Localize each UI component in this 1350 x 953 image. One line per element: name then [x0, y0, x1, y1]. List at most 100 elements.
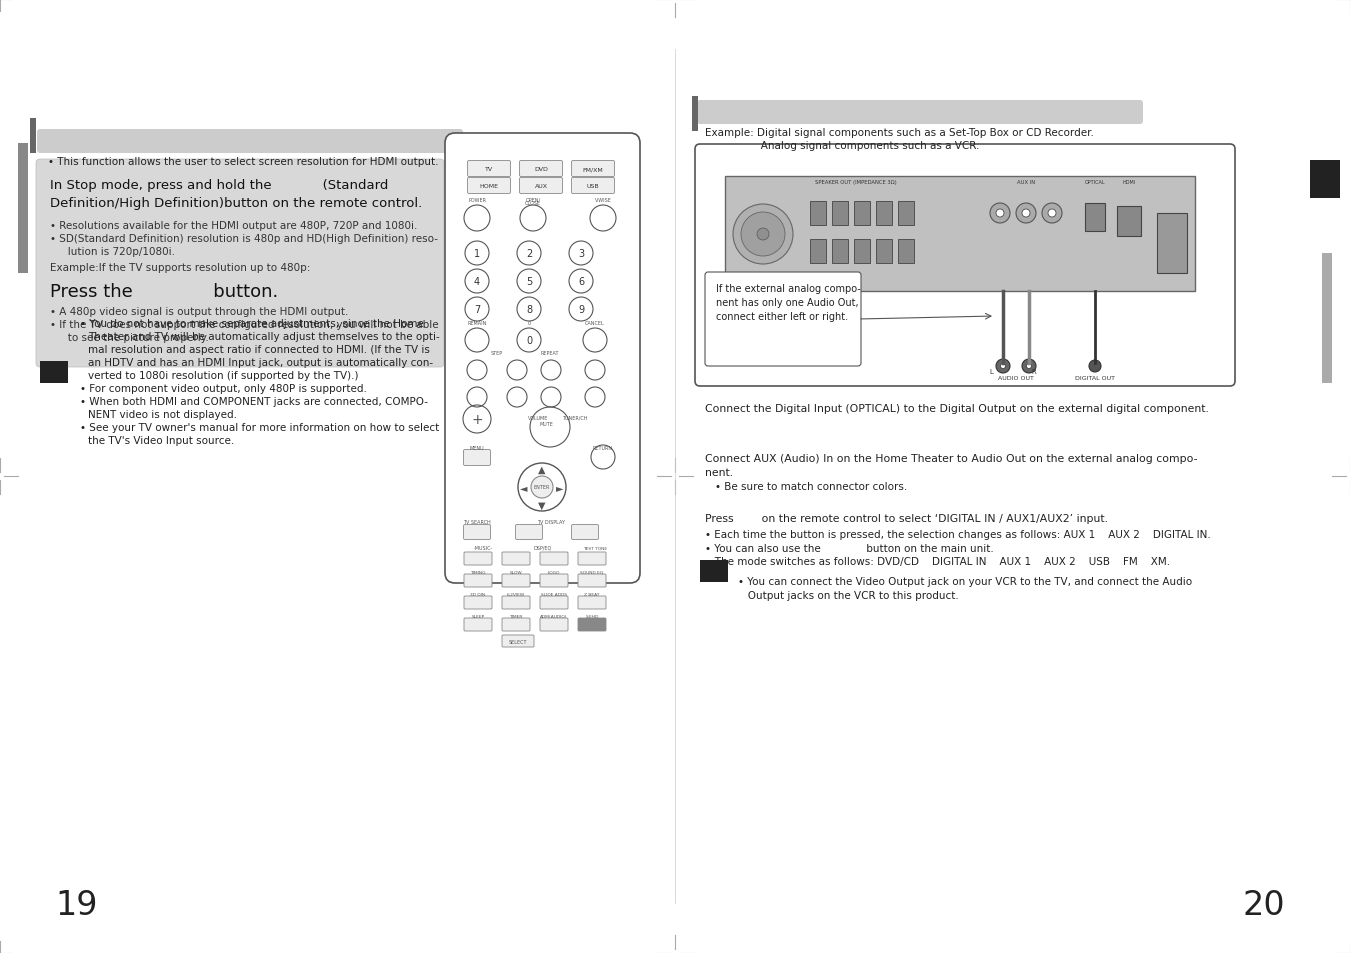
FancyBboxPatch shape: [464, 553, 491, 565]
Bar: [855, 202, 869, 226]
Text: AUX: AUX: [535, 184, 548, 189]
Text: POWER: POWER: [468, 198, 486, 203]
Text: Press the              button.: Press the button.: [50, 283, 278, 301]
Text: the TV's Video Input source.: the TV's Video Input source.: [88, 436, 235, 446]
FancyBboxPatch shape: [578, 597, 606, 609]
Text: AUX IN: AUX IN: [1017, 180, 1035, 185]
Text: STEP: STEP: [491, 351, 504, 355]
Circle shape: [1042, 204, 1062, 224]
Text: HOME: HOME: [479, 184, 498, 189]
FancyBboxPatch shape: [502, 597, 531, 609]
Text: 4: 4: [474, 276, 481, 287]
Circle shape: [1089, 360, 1102, 373]
Text: VOLUME: VOLUME: [528, 416, 548, 420]
Text: R: R: [1031, 369, 1037, 375]
Text: ▲: ▲: [539, 464, 545, 475]
Text: Example:If the TV supports resolution up to 480p:: Example:If the TV supports resolution up…: [50, 263, 310, 273]
Text: 7: 7: [474, 305, 481, 314]
Circle shape: [1000, 364, 1006, 369]
Bar: [40, 361, 68, 384]
Text: V.WISE: V.WISE: [594, 198, 612, 203]
FancyBboxPatch shape: [540, 553, 568, 565]
Text: lution is 720p/1080i.: lution is 720p/1080i.: [58, 247, 176, 256]
Circle shape: [1022, 359, 1035, 374]
FancyBboxPatch shape: [578, 553, 606, 565]
FancyBboxPatch shape: [571, 178, 614, 194]
Bar: [810, 240, 826, 264]
Bar: [1116, 207, 1141, 236]
Text: L: L: [990, 369, 994, 375]
Bar: [1322, 253, 1332, 384]
Circle shape: [1048, 210, 1056, 218]
Text: ▼: ▼: [539, 500, 545, 511]
Text: AUDIO OUT: AUDIO OUT: [998, 375, 1034, 380]
Text: If the external analog compo-
nent has only one Audio Out,
connect either left o: If the external analog compo- nent has o…: [716, 284, 861, 322]
FancyBboxPatch shape: [463, 525, 490, 540]
Text: • When both HDMI and COMPONENT jacks are connected, COMPO-: • When both HDMI and COMPONENT jacks are…: [80, 396, 428, 407]
Text: TV SEARCH: TV SEARCH: [463, 519, 491, 524]
Text: 20: 20: [1242, 888, 1285, 921]
Text: In Stop mode, press and hold the            (Standard: In Stop mode, press and hold the (Standa…: [50, 179, 389, 192]
Text: TIMING: TIMING: [470, 571, 486, 575]
Text: 1: 1: [474, 249, 481, 258]
Text: 6: 6: [578, 276, 585, 287]
Text: -MUSIC-: -MUSIC-: [474, 545, 493, 551]
Text: an HDTV and has an HDMI Input jack, output is automatically con-: an HDTV and has an HDMI Input jack, outp…: [88, 357, 433, 368]
FancyBboxPatch shape: [705, 273, 861, 367]
Text: ENTER: ENTER: [533, 485, 551, 490]
FancyBboxPatch shape: [520, 178, 563, 194]
Text: OPEN/: OPEN/: [525, 196, 540, 202]
Text: LOGO: LOGO: [548, 571, 560, 575]
FancyBboxPatch shape: [464, 597, 491, 609]
Text: • SD(Standard Definition) resolution is 480p and HD(High Definition) reso-: • SD(Standard Definition) resolution is …: [50, 233, 437, 244]
Text: • See your TV owner's manual for more information on how to select: • See your TV owner's manual for more in…: [80, 422, 439, 433]
Text: MUTE: MUTE: [539, 421, 553, 427]
Text: The mode switches as follows: DVD/CD    DIGITAL IN    AUX 1    AUX 2    USB    F: The mode switches as follows: DVD/CD DIG…: [705, 557, 1170, 566]
Bar: [693, 97, 698, 132]
FancyBboxPatch shape: [36, 130, 463, 153]
Text: TIMER: TIMER: [509, 615, 522, 618]
Text: to see the picture properly.: to see the picture properly.: [58, 333, 209, 343]
Text: mal resolution and aspect ratio if connected to HDMI. (If the TV is: mal resolution and aspect ratio if conne…: [88, 345, 429, 355]
Bar: [876, 240, 892, 264]
Bar: [898, 202, 914, 226]
Circle shape: [996, 359, 1010, 374]
Bar: [855, 240, 869, 264]
Text: DSP/EQ: DSP/EQ: [533, 545, 552, 551]
Bar: [725, 177, 1195, 292]
Bar: [832, 240, 848, 264]
Text: Theater and TV will be automatically adjust themselves to the opti-: Theater and TV will be automatically adj…: [88, 332, 440, 341]
Bar: [876, 202, 892, 226]
FancyBboxPatch shape: [36, 160, 444, 368]
FancyBboxPatch shape: [540, 575, 568, 587]
FancyBboxPatch shape: [516, 525, 543, 540]
Text: TEST TONE: TEST TONE: [583, 546, 608, 551]
Circle shape: [531, 476, 554, 498]
Text: MENU: MENU: [470, 446, 485, 451]
Text: • A 480p video signal is output through the HDMI output.: • A 480p video signal is output through …: [50, 307, 348, 316]
Text: 8: 8: [526, 305, 532, 314]
Circle shape: [741, 213, 784, 256]
Text: 3D DIN: 3D DIN: [470, 593, 486, 597]
FancyBboxPatch shape: [695, 145, 1235, 387]
Text: 0: 0: [526, 335, 532, 346]
FancyBboxPatch shape: [502, 636, 535, 647]
FancyBboxPatch shape: [502, 553, 531, 565]
Bar: [1157, 213, 1187, 274]
Text: RETURN: RETURN: [593, 446, 613, 451]
Text: SPEAKER OUT (IMPEDANCE 3Ω): SPEAKER OUT (IMPEDANCE 3Ω): [815, 180, 896, 185]
Text: Analog signal components such as a VCR.: Analog signal components such as a VCR.: [725, 141, 979, 151]
Text: REPEAT: REPEAT: [541, 351, 559, 355]
FancyBboxPatch shape: [464, 575, 491, 587]
Text: • Resolutions available for the HDMI output are 480P, 720P and 1080i.: • Resolutions available for the HDMI out…: [50, 221, 417, 231]
Text: • You can connect the Video Output jack on your VCR to the TV, and connect the A: • You can connect the Video Output jack …: [738, 577, 1192, 586]
Bar: [1085, 204, 1106, 232]
Text: 19: 19: [55, 888, 97, 921]
FancyBboxPatch shape: [520, 161, 563, 177]
Text: S.EHD: S.EHD: [586, 615, 598, 618]
Text: • This function allows the user to select screen resolution for HDMI output.: • This function allows the user to selec…: [49, 157, 439, 167]
FancyBboxPatch shape: [467, 161, 510, 177]
Bar: [898, 240, 914, 264]
FancyBboxPatch shape: [571, 161, 614, 177]
Text: TUNER/CH: TUNER/CH: [562, 416, 587, 420]
